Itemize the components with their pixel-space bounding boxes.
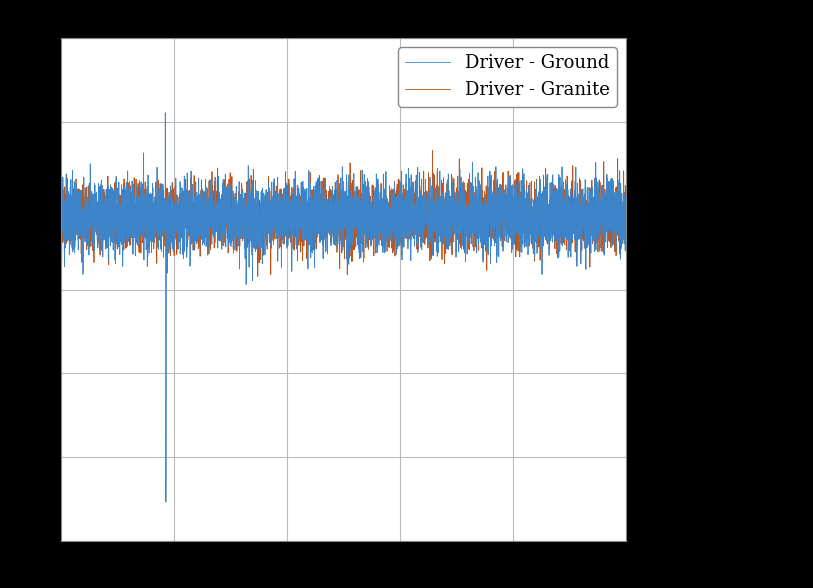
- Driver - Granite: [395, 195, 405, 202]
- Driver - Ground: [160, 109, 170, 116]
- Line: Driver - Granite: Driver - Granite: [61, 151, 626, 276]
- Driver - Ground: [478, 219, 488, 226]
- Driver - Ground: [56, 232, 66, 239]
- Driver - Granite: [521, 232, 531, 239]
- Driver - Ground: [521, 225, 531, 232]
- Driver - Granite: [621, 198, 631, 205]
- Driver - Granite: [424, 169, 433, 176]
- Driver - Ground: [161, 499, 171, 506]
- Driver - Granite: [56, 208, 66, 215]
- Driver - Ground: [621, 237, 631, 244]
- Driver - Ground: [424, 206, 433, 213]
- Driver - Ground: [272, 199, 282, 206]
- Driver - Granite: [272, 201, 282, 208]
- Driver - Granite: [159, 202, 168, 209]
- Line: Driver - Ground: Driver - Ground: [61, 113, 626, 502]
- Driver - Ground: [159, 225, 168, 232]
- Driver - Granite: [478, 230, 488, 237]
- Driver - Granite: [253, 273, 263, 280]
- Driver - Granite: [428, 147, 437, 154]
- Driver - Ground: [395, 221, 405, 228]
- Legend: Driver - Ground, Driver - Granite: Driver - Ground, Driver - Granite: [398, 47, 617, 106]
